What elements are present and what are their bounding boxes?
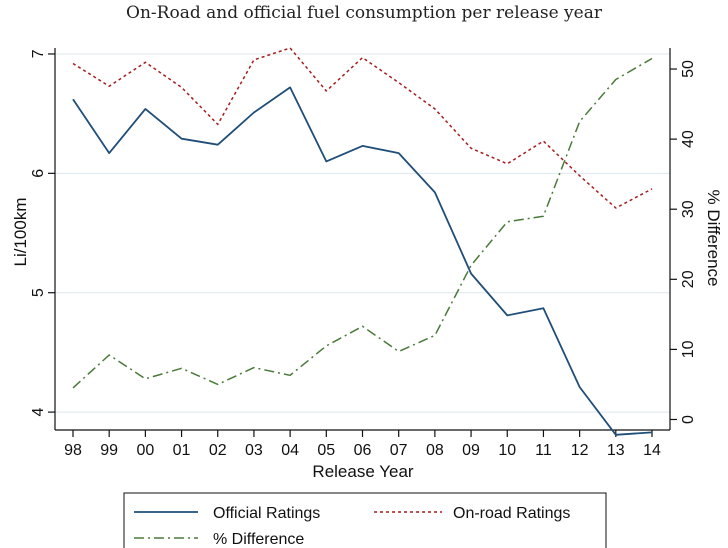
series-line-official-ratings: [72, 86, 653, 436]
x-tick-label-14: 14: [643, 442, 661, 459]
x-tick-label-03: 03: [245, 442, 263, 459]
x-tick-label-05: 05: [317, 442, 335, 459]
x-tick-label-13: 13: [607, 442, 625, 459]
right-y-axis-label: % Difference: [704, 189, 723, 286]
x-tick-label-10: 10: [498, 442, 516, 459]
right-tick-label-30: 30: [680, 200, 697, 218]
x-tick-label-06: 06: [354, 442, 372, 459]
right-tick-label-40: 40: [680, 130, 697, 148]
x-tick-label-07: 07: [390, 442, 408, 459]
x-tick-label-08: 08: [426, 442, 444, 459]
gridlines: [55, 53, 670, 413]
x-tick-label-04: 04: [281, 442, 299, 459]
x-axis-label: Release Year: [312, 462, 413, 481]
legend-label-difference: % Difference: [213, 531, 304, 548]
legend: Official Ratings On-road Ratings % Diffe…: [123, 492, 607, 548]
series-lines: [72, 47, 653, 436]
series-line-on-road-ratings: [72, 47, 653, 209]
x-tick-label-02: 02: [209, 442, 227, 459]
x-tick-label-12: 12: [571, 442, 589, 459]
chart-title: On-Road and official fuel consumption pe…: [126, 3, 603, 23]
x-tick-label-11: 11: [535, 442, 552, 459]
legend-label-onroad: On-road Ratings: [453, 505, 570, 522]
right-tick-label-50: 50: [680, 60, 697, 78]
right-tick-label-0: 0: [680, 415, 697, 424]
left-y-axis-label: Li/100km: [11, 198, 30, 267]
left-tick-label-4: 4: [30, 408, 47, 417]
x-tick-label-09: 09: [462, 442, 480, 459]
x-tick-label-98: 98: [64, 442, 82, 459]
right-tick-label-20: 20: [680, 270, 697, 288]
tick-marks-and-labels: 4 5 6 7 0 10 20 30 40 50 98 99 00 01 02 03 04 05 06 07 08 09 1…: [30, 49, 697, 459]
left-tick-label-6: 6: [30, 169, 47, 178]
x-tick-label-99: 99: [100, 442, 118, 459]
right-tick-label-10: 10: [680, 340, 697, 358]
x-tick-label-00: 00: [136, 442, 154, 459]
left-tick-label-7: 7: [30, 49, 47, 58]
left-tick-label-5: 5: [30, 288, 47, 297]
legend-label-official: Official Ratings: [213, 505, 320, 522]
x-tick-label-01: 01: [173, 442, 191, 459]
series-line-difference: [72, 57, 653, 389]
legend-box: [123, 492, 607, 548]
